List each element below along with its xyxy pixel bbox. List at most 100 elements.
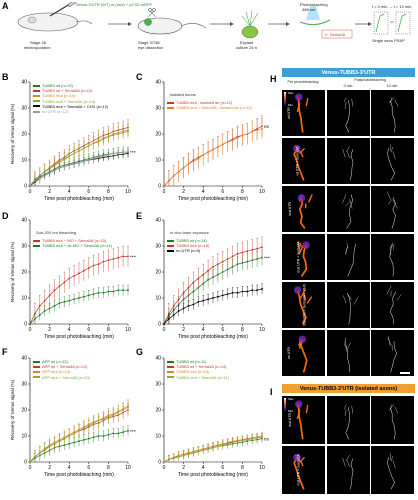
data-point bbox=[63, 301, 66, 303]
axon-image bbox=[297, 335, 308, 373]
data-point bbox=[251, 259, 254, 262]
chart-svg-e: 0 2 4 6 8 10 0 10 20 30 40 Time post photobleaching… bbox=[155, 218, 271, 340]
data-point bbox=[68, 442, 71, 445]
chart-legend: TUBB3 wt (n=11) TUBB3 wt + Sema3A (n=14) T… bbox=[167, 359, 229, 380]
legend-item: no UTR (n=9) bbox=[167, 248, 209, 253]
series-5 bbox=[29, 147, 129, 187]
chart-svg-g: 0 2 4 6 8 10 0 10 20 30 40 Time post photobleaching… bbox=[155, 356, 269, 478]
data-point bbox=[58, 302, 61, 305]
image-10min bbox=[371, 234, 414, 280]
image-pre-bleach: mut UTR bbox=[282, 396, 325, 444]
legend-item: TUBB3 mut + Sema3A (n=14) bbox=[33, 99, 108, 104]
row-label: wt UTR + Sema3A bbox=[295, 146, 300, 176]
axon-image bbox=[343, 97, 353, 133]
data-point bbox=[127, 150, 129, 153]
row-label: mut UTR bbox=[288, 413, 292, 427]
legend-label: TUBB3 wt + Sema3A (n=14) bbox=[176, 364, 227, 370]
x-tick-label: 8 bbox=[241, 327, 244, 333]
x-tick-label: 8 bbox=[107, 465, 110, 471]
axon-image bbox=[342, 292, 359, 325]
data-point bbox=[187, 163, 190, 165]
syringe-icon bbox=[49, 0, 77, 17]
data-point bbox=[38, 314, 41, 316]
data-point bbox=[217, 273, 219, 276]
image-pre-bleach: mut UTR bbox=[282, 186, 325, 232]
data-point bbox=[212, 276, 214, 279]
legend-label: APP mut + Sema3A (n=13) bbox=[42, 374, 91, 380]
y-tick-label: 40 bbox=[21, 80, 27, 86]
x-tick-label: 4 bbox=[68, 189, 71, 195]
legend-item: TUBB3 wt + Sema3A (n=14) bbox=[167, 364, 229, 369]
data-point bbox=[217, 295, 219, 298]
legend-item: TUBB3 mut (n=14) bbox=[167, 369, 229, 374]
legend-item: TUBB3 mut (n=14) bbox=[33, 93, 108, 98]
data-point bbox=[241, 134, 244, 137]
data-point bbox=[68, 155, 71, 157]
series-2 bbox=[163, 283, 263, 325]
explant-label: Explant bbox=[240, 40, 254, 45]
data-point bbox=[127, 255, 129, 258]
legend-swatch bbox=[33, 360, 40, 363]
stage-2-sub: eye dissection bbox=[138, 45, 164, 50]
legend-item: TUBB3 wt (n=14) bbox=[167, 238, 209, 243]
x-tick-label: 4 bbox=[68, 327, 71, 333]
panel-label-i: I bbox=[270, 387, 273, 397]
data-point bbox=[231, 265, 234, 268]
scale-min-label: Min bbox=[288, 103, 293, 107]
data-point bbox=[261, 436, 263, 438]
chart-c: 0 2 4 6 8 10 0 10 20 30 40 Time post photobleaching… bbox=[142, 76, 270, 206]
image-0min bbox=[326, 90, 370, 136]
data-point bbox=[117, 289, 120, 292]
data-point bbox=[83, 147, 85, 150]
axon-image bbox=[341, 146, 353, 181]
data-point bbox=[197, 277, 200, 280]
legend-label: TUBB3 mut (n=16) bbox=[176, 243, 210, 249]
legend-swatch bbox=[167, 370, 174, 373]
data-point bbox=[221, 444, 224, 446]
legend-label: TUBB3 mut (n=14) bbox=[42, 93, 76, 99]
axon-image bbox=[387, 336, 397, 373]
data-point bbox=[43, 299, 46, 302]
data-point bbox=[236, 263, 239, 266]
data-point bbox=[38, 304, 41, 307]
data-point bbox=[246, 250, 249, 253]
y-tick-label: 0 bbox=[24, 322, 27, 328]
panel-label-d: D bbox=[2, 211, 9, 221]
frap-label: Single axon FRAP bbox=[372, 38, 405, 43]
data-point bbox=[256, 436, 258, 439]
data-point bbox=[177, 310, 180, 312]
series-0 bbox=[29, 245, 129, 325]
x-axis-label: Time post photobleaching (min) bbox=[44, 196, 114, 202]
data-point bbox=[127, 129, 129, 131]
data-point bbox=[226, 258, 229, 260]
data-point bbox=[58, 166, 61, 169]
legend-label: TUBB3 wt (n=13) bbox=[42, 83, 73, 89]
stage-2-label: Stage 37/38 bbox=[138, 40, 160, 45]
y-tick-label: 20 bbox=[21, 270, 27, 276]
data-point bbox=[122, 431, 124, 433]
data-point bbox=[172, 304, 175, 307]
data-point bbox=[221, 294, 224, 297]
data-point bbox=[236, 252, 239, 255]
x-tick-label: 8 bbox=[107, 189, 110, 195]
image-pre-bleach: wt UTR + Sema3A bbox=[282, 138, 325, 184]
panel-i-header: Venus-TUBB3-3'UTR (isolated axons) bbox=[282, 384, 415, 393]
y-tick-label: 0 bbox=[158, 184, 161, 190]
data-point bbox=[122, 289, 124, 292]
x-tick-label: 2 bbox=[182, 189, 185, 195]
row-label: mut UTR + Sema3A bbox=[296, 454, 301, 486]
data-point bbox=[92, 436, 95, 439]
series-3 bbox=[29, 400, 129, 463]
legend-label: TUBB3 mut (n=14) bbox=[176, 369, 210, 375]
data-point bbox=[53, 289, 56, 292]
intensity-scale bbox=[284, 398, 286, 412]
schematic: Venus-3'UTR (WT) or (mut) + pCS2-mRFP St… bbox=[10, 0, 415, 62]
chart-g: 0 2 4 6 8 10 0 10 20 30 40 Time post photobleaching… bbox=[142, 352, 270, 482]
data-point bbox=[197, 301, 200, 303]
image-0min bbox=[326, 186, 370, 232]
legend-label: TUBB3 mut + Sema3A (n=14) bbox=[42, 98, 96, 104]
x-tick-label: 4 bbox=[202, 189, 205, 195]
scale-bar bbox=[400, 372, 410, 374]
row-label: no UTR bbox=[287, 346, 292, 360]
data-point bbox=[68, 299, 71, 302]
